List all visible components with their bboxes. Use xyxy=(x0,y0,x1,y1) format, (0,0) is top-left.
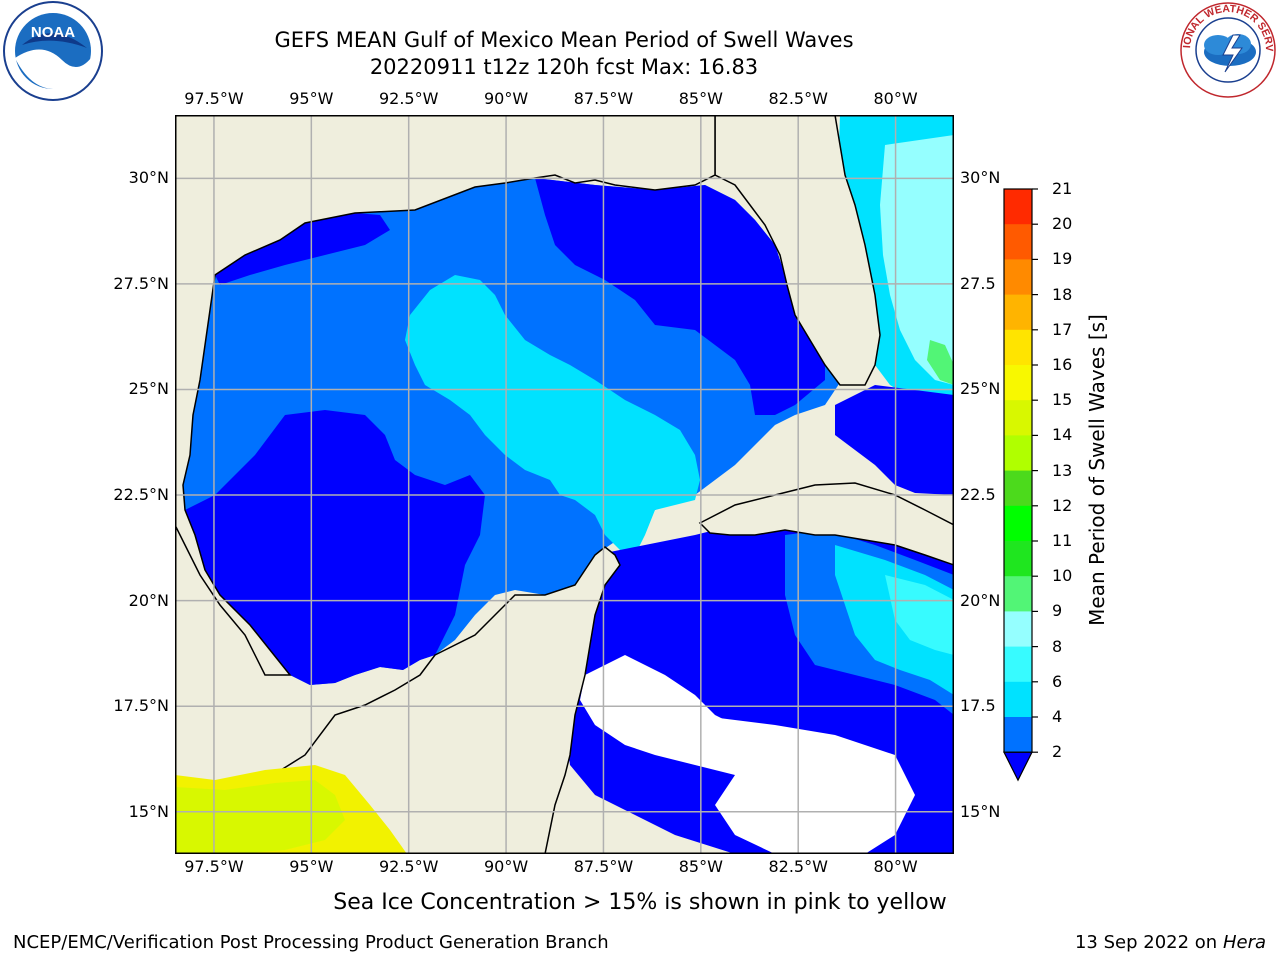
lat-tick-right-2: 25°N xyxy=(960,379,1001,399)
map-plot xyxy=(175,115,954,854)
colorbar-segment-4 xyxy=(1004,576,1032,612)
colorbar-segment-10 xyxy=(1004,365,1032,401)
lat-tick-right-0: 30°N xyxy=(960,168,1001,188)
lat-tick-left-1: 27.5°N xyxy=(113,273,169,293)
colorbar-segment-13 xyxy=(1004,259,1032,296)
chart-subtitle: 20220911 t12z 120h fcst Max: 16.83 xyxy=(369,55,759,79)
mexico-land xyxy=(175,115,716,676)
nws-logo: NATIONAL WEATHER SERVICE xyxy=(1178,0,1276,98)
colorbar-title: Mean Period of Swell Waves [s] xyxy=(1085,314,1109,626)
no-data-patch-2 xyxy=(695,715,915,854)
noaa-logo-text: NOAA xyxy=(31,24,75,41)
colorbar xyxy=(1003,188,1038,782)
lon-tick-top-1: 95°W xyxy=(289,89,334,108)
colorbar-segment-11 xyxy=(1004,329,1032,366)
lon-tick-top-3: 90°W xyxy=(483,89,529,108)
low-period-region-east xyxy=(535,178,825,415)
lat-tick-left-6: 15°N xyxy=(128,801,169,821)
colorbar-label-10: 15 xyxy=(1052,390,1073,410)
atlantic-light-region xyxy=(880,135,954,385)
colorbar-label-11: 16 xyxy=(1052,355,1073,374)
colorbar-segment-1 xyxy=(1004,681,1032,718)
colorbar-label-6: 11 xyxy=(1052,531,1073,550)
footer-left: NCEP/EMC/Verification Post Processing Pr… xyxy=(13,932,609,953)
lon-tick-bottom-0: 97.5°W xyxy=(184,857,244,876)
lon-tick-bottom-7: 80°W xyxy=(873,857,918,876)
lat-tick-left-4: 20°N xyxy=(128,590,169,610)
low-period-region-west xyxy=(185,410,485,685)
cuba-land xyxy=(698,482,954,566)
colorbar-segment-15 xyxy=(1004,189,1032,225)
colorbar-segment-3 xyxy=(1004,611,1032,648)
map-frame xyxy=(175,115,954,854)
lon-tick-top-6: 82.5°W xyxy=(768,89,828,108)
low-period-region-north xyxy=(215,213,390,285)
lon-tick-top-2: 92.5°W xyxy=(378,89,439,108)
chart-title: GEFS MEAN Gulf of Mexico Mean Period of … xyxy=(274,28,854,52)
lat-tick-right-4: 20°N xyxy=(960,590,1001,610)
lon-tick-top-0: 97.5°W xyxy=(184,89,244,108)
lat-tick-left-3: 22.5°N xyxy=(113,485,169,505)
colorbar-label-14: 19 xyxy=(1052,249,1073,269)
sea-ice-note: Sea Ice Concentration > 15% is shown in … xyxy=(333,890,947,915)
noaa-logo: NOAA xyxy=(3,1,103,101)
colorbar-segment-12 xyxy=(1004,294,1032,331)
footer-host: Hera xyxy=(1222,932,1266,953)
lat-tick-left-5: 17.5°N xyxy=(113,696,169,716)
colorbar-segment-8 xyxy=(1004,435,1032,472)
colorbar-label-16: 21 xyxy=(1052,179,1073,198)
lon-tick-bottom-6: 82.5°W xyxy=(768,857,828,876)
lon-tick-bottom-2: 92.5°W xyxy=(378,857,439,876)
colorbar-segment-5 xyxy=(1004,541,1032,577)
lon-tick-top-7: 80°W xyxy=(873,89,918,108)
lon-tick-bottom-3: 90°W xyxy=(483,857,529,876)
colorbar-label-13: 18 xyxy=(1052,284,1073,304)
mid-period-core xyxy=(405,275,700,555)
colorbar-label-2: 6 xyxy=(1052,671,1063,691)
colorbar-label-8: 13 xyxy=(1052,460,1073,480)
lon-tick-top-4: 87.5°W xyxy=(573,89,634,108)
caribbean-light-patch xyxy=(885,575,954,655)
colorbar-label-9: 14 xyxy=(1052,425,1073,445)
footer-date: 13 Sep 2022 on xyxy=(1074,932,1218,953)
colorbar-label-12: 17 xyxy=(1052,319,1073,339)
gridlines xyxy=(175,115,954,854)
colorbar-label-7: 12 xyxy=(1052,495,1073,515)
colorbar-segment-9 xyxy=(1004,400,1032,436)
lat-tick-left-0: 30°N xyxy=(128,168,169,188)
caribbean-high-period xyxy=(835,545,954,695)
lon-tick-top-5: 85°W xyxy=(678,89,723,108)
colorbar-label-5: 10 xyxy=(1052,566,1073,586)
colorbar-segment-0 xyxy=(1004,717,1032,753)
lon-tick-bottom-5: 85°W xyxy=(678,857,723,876)
colorbar-label-15: 20 xyxy=(1052,214,1073,234)
colorbar-segment-2 xyxy=(1004,646,1032,683)
colorbar-label-3: 8 xyxy=(1052,636,1063,656)
atlantic-green-patch xyxy=(927,340,954,385)
colorbar-segment-14 xyxy=(1004,224,1032,260)
lat-tick-right-6: 15°N xyxy=(960,801,1001,821)
colorbar-label-4: 9 xyxy=(1052,601,1063,621)
pacific-lime-region xyxy=(175,780,345,854)
lat-tick-right-3: 22.5 xyxy=(960,485,996,505)
lat-tick-right-1: 27.5 xyxy=(960,273,996,293)
lat-tick-right-5: 17.5 xyxy=(960,696,996,716)
colorbar-extend-arrow xyxy=(1003,751,1033,782)
colorbar-label-1: 4 xyxy=(1052,707,1063,726)
lon-tick-bottom-4: 87.5°W xyxy=(573,857,634,876)
lon-tick-bottom-1: 95°W xyxy=(289,857,334,876)
colorbar-label-0: 2 xyxy=(1052,742,1063,762)
colorbar-segment-6 xyxy=(1004,505,1032,542)
colorbar-segment-7 xyxy=(1004,470,1032,507)
lat-tick-left-2: 25°N xyxy=(128,379,169,399)
straits-low-period xyxy=(835,385,954,495)
footer-right: 13 Sep 2022 on Hera xyxy=(1075,932,1266,953)
